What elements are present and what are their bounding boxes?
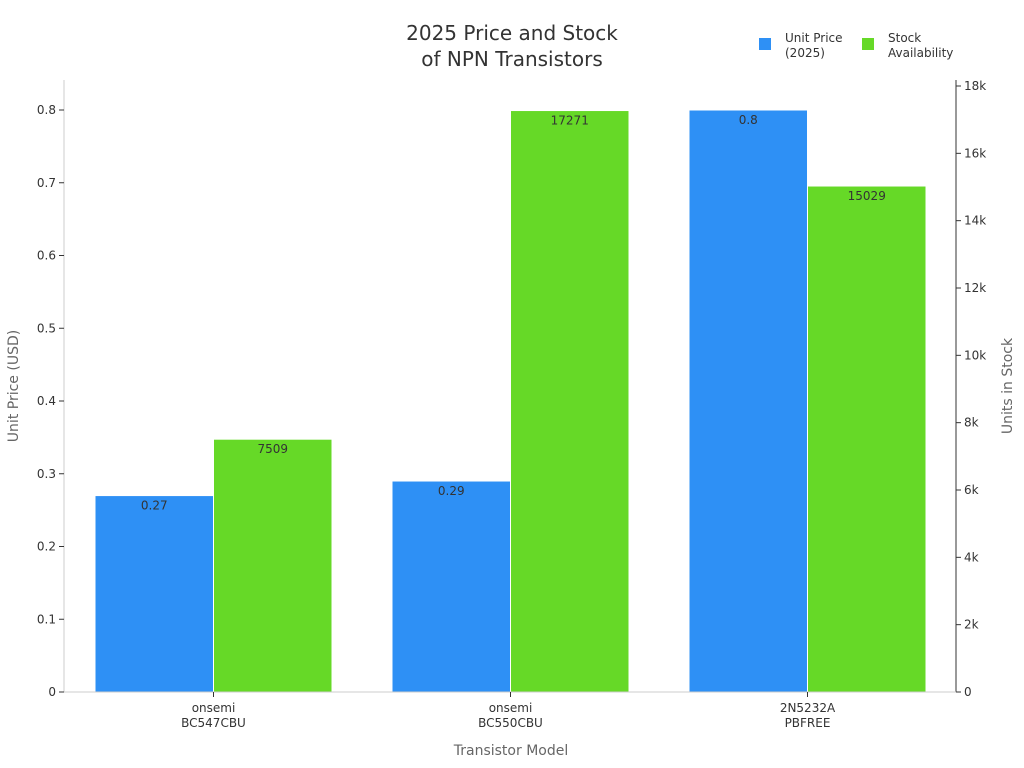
right-tick-label-5: 10k xyxy=(964,348,986,362)
legend-item-unit-price[interactable]: Unit Price (2025) xyxy=(759,31,843,60)
right-tick-label-1: 2k xyxy=(964,618,979,632)
left-tick-label-7: 0.7 xyxy=(37,176,56,190)
x-tick-label-2n5232a-pbfree-line-1: 2N5232A xyxy=(780,701,836,715)
legend-label-stock-availability-line-1: Stock xyxy=(888,31,921,45)
x-tick-label-onsemi-bc550cbu-line-1: onsemi xyxy=(489,701,533,715)
left-tick-label-8: 0.8 xyxy=(37,103,56,117)
right-tick-label-2: 4k xyxy=(964,550,979,564)
left-tick-label-6: 0.6 xyxy=(37,249,56,263)
legend-swatch-stock-availability xyxy=(862,38,874,50)
x-tick-label-onsemi-bc550cbu-line-2: BC550CBU xyxy=(478,716,543,730)
right-tick-label-3: 6k xyxy=(964,483,979,497)
bar-label-unit-price-2n5232a-pbfree: 0.8 xyxy=(739,113,758,127)
bar-label-stock-onsemi-bc550cbu: 17271 xyxy=(551,114,589,128)
left-tick-label-1: 0.1 xyxy=(37,612,56,626)
left-tick-label-3: 0.3 xyxy=(37,467,56,481)
bars-layer xyxy=(94,109,927,693)
bar-unit-price-onsemi-bc547cbu xyxy=(94,495,214,693)
legend-swatch-unit-price xyxy=(759,38,771,50)
left-tick-label-2: 0.2 xyxy=(37,540,56,554)
chart-title-line-2: of NPN Transistors xyxy=(421,47,603,71)
legend-label-unit-price-line-1: Unit Price xyxy=(785,31,843,45)
x-ticks-layer: onsemiBC547CBUonsemiBC550CBU2N5232APBFRE… xyxy=(181,692,836,730)
bar-unit-price-2n5232a-pbfree xyxy=(688,109,808,693)
x-tick-label-onsemi-bc547cbu-line-2: BC547CBU xyxy=(181,716,246,730)
bar-stock-onsemi-bc547cbu xyxy=(213,438,333,693)
chart-title: 2025 Price and Stock of NPN Transistors xyxy=(406,21,618,71)
left-tick-label-0: 0 xyxy=(48,685,56,699)
right-tick-label-9: 18k xyxy=(964,79,986,93)
legend-label-unit-price-line-2: (2025) xyxy=(785,46,825,60)
bar-label-unit-price-onsemi-bc550cbu: 0.29 xyxy=(438,484,465,498)
x-axis-title: Transistor Model xyxy=(453,743,568,759)
left-y-axis-title: Unit Price (USD) xyxy=(6,330,22,442)
x-tick-label-onsemi-bc547cbu-line-1: onsemi xyxy=(192,701,236,715)
left-tick-label-4: 0.4 xyxy=(37,394,56,408)
bar-stock-onsemi-bc550cbu xyxy=(510,110,630,693)
left-tick-label-5: 0.5 xyxy=(37,321,56,335)
right-ticks-layer: 0 2k 4k 6k 8k 10k 12k 14k 16k 18k xyxy=(956,79,986,699)
bar-unit-price-onsemi-bc550cbu xyxy=(391,480,511,693)
legend: Unit Price (2025) Stock Availability xyxy=(759,31,953,60)
bar-labels-layer: 0.27 0.29 0.8 7509 17271 15029 xyxy=(141,113,886,513)
right-tick-label-0: 0 xyxy=(964,685,972,699)
x-tick-label-2n5232a-pbfree-line-2: PBFREE xyxy=(785,716,831,730)
left-ticks-layer: 0 0.1 0.2 0.3 0.4 0.5 0.6 0.7 0.8 xyxy=(37,103,64,699)
bar-label-stock-onsemi-bc547cbu: 7509 xyxy=(257,442,288,456)
bar-label-unit-price-onsemi-bc547cbu: 0.27 xyxy=(141,499,168,513)
legend-label-stock-availability-line-2: Availability xyxy=(888,46,953,60)
legend-item-stock-availability[interactable]: Stock Availability xyxy=(862,31,953,60)
bar-label-stock-2n5232a-pbfree: 15029 xyxy=(848,189,886,203)
right-y-axis-title: Units in Stock xyxy=(1000,337,1016,434)
right-tick-label-8: 16k xyxy=(964,146,986,160)
right-tick-label-4: 8k xyxy=(964,416,979,430)
right-tick-label-6: 12k xyxy=(964,281,986,295)
right-tick-label-7: 14k xyxy=(964,214,986,228)
bar-stock-2n5232a-pbfree xyxy=(807,185,927,693)
chart-title-line-1: 2025 Price and Stock xyxy=(406,21,618,45)
